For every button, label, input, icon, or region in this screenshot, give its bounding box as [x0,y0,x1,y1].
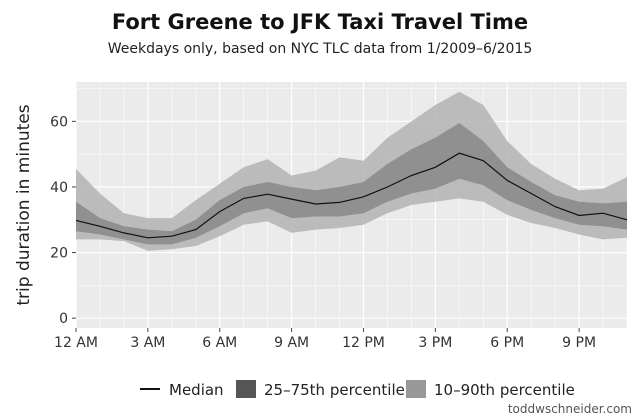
legend-p10-90-label: 10–90th percentile [434,381,575,399]
y-tick-label: 40 [50,180,68,196]
x-tick-label: 9 PM [562,335,596,351]
x-axis: 12 AM 3 AM 6 AM 9 AM 12 PM 3 PM 6 PM 9 PM [54,328,596,351]
x-tick-label: 6 AM [202,335,237,351]
x-tick-label: 6 PM [490,335,524,351]
legend: Median 25–75th percentile 10–90th percen… [140,380,575,399]
y-tick-label: 20 [50,246,68,262]
x-tick-label: 3 PM [418,335,452,351]
chart-title: Fort Greene to JFK Taxi Travel Time [111,10,529,34]
band-25-75-percentile [76,123,627,245]
legend-median-label: Median [169,381,224,399]
x-tick-label: 9 AM [274,335,309,351]
y-tick-label: 60 [50,114,68,130]
y-tick-label: 0 [59,311,68,327]
legend-iqr-swatch [236,380,256,398]
chart-subtitle: Weekdays only, based on NYC TLC data fro… [107,41,533,57]
x-tick-label: 12 AM [54,335,98,351]
x-tick-label: 3 AM [130,335,165,351]
y-axis-label: trip duration in minutes [14,104,34,305]
median-line [75,152,628,239]
credit-text: toddwschneider.com [507,402,632,416]
legend-p10-90-swatch [406,380,426,398]
y-axis: 0 20 40 60 [50,114,76,327]
legend-iqr-label: 25–75th percentile [264,381,405,399]
x-tick-label: 12 PM [342,335,385,351]
